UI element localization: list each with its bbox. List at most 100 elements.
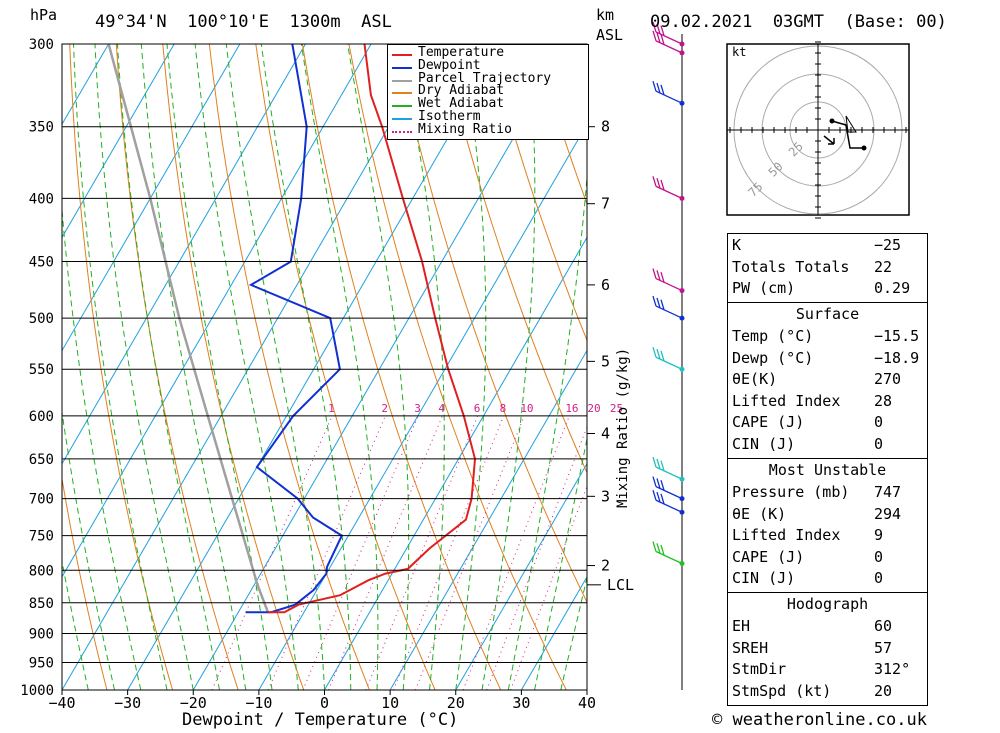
index-row: CAPE (J) 0 xyxy=(732,548,923,569)
wind-barb-flag xyxy=(660,350,665,362)
mixing-ratio-line xyxy=(510,485,587,690)
index-value: 294 xyxy=(874,504,902,523)
isotherm-line xyxy=(62,44,306,465)
index-value: 0 xyxy=(874,547,884,566)
index-label: K xyxy=(732,236,742,254)
height-tick-label: 4 xyxy=(601,425,610,443)
index-value: 0 xyxy=(874,413,884,432)
x-axis-label: Dewpoint / Temperature (°C) xyxy=(182,710,459,730)
wet-adiabat-line xyxy=(347,44,410,690)
dry-adiabat-line xyxy=(441,44,587,474)
height-tick-label: 2 xyxy=(601,557,610,575)
height-tick-label: 3 xyxy=(601,487,610,505)
hodograph-indices-panel: Hodograph EH 60 SREH 57 StmDir 312° StmSpd (kt)… xyxy=(727,592,928,706)
wet-adiabat-line xyxy=(166,44,273,690)
wind-barb-flag xyxy=(652,21,657,33)
wet-adiabat-line xyxy=(62,203,142,690)
isotherm-line xyxy=(258,123,587,690)
index-row: StmSpd (kt) 20 xyxy=(732,682,923,703)
index-value: 0 xyxy=(874,569,884,588)
wind-barb-flag xyxy=(660,299,665,310)
wind-barb-staff xyxy=(655,277,683,292)
wet-adiabat-line xyxy=(481,44,536,690)
parcel-trajectory-line xyxy=(107,44,270,613)
legend-swatch xyxy=(392,66,412,69)
wind-barb-staff xyxy=(655,466,683,480)
plot-frame xyxy=(61,43,588,691)
wind-barb-staff xyxy=(655,486,683,500)
wind-barb-flag xyxy=(660,34,665,45)
wind-barb xyxy=(652,347,685,372)
legend-swatch xyxy=(392,130,412,133)
isotherm-line xyxy=(62,44,372,578)
wind-barb xyxy=(652,295,685,321)
wind-barb-flag xyxy=(656,491,661,503)
hodograph-trace-end xyxy=(861,145,867,151)
wind-barb-flag xyxy=(660,493,665,505)
wind-barb xyxy=(652,541,685,567)
index-row: SREH 57 xyxy=(732,639,923,660)
panel-title: Most Unstable xyxy=(768,461,887,479)
isotherm-line xyxy=(324,236,587,690)
surface-panel: Surface Temp (°C) −15.5 Dewp (°C) −18.9 θE(K)… xyxy=(727,302,928,460)
index-row: StmDir 312° xyxy=(732,660,923,681)
panel-title: Hodograph xyxy=(786,595,869,613)
pressure-tick-label: 650 xyxy=(29,452,54,468)
mixing-ratio-label: 3 xyxy=(414,402,421,415)
index-row: θE(K) 270 xyxy=(732,370,923,391)
mixing-ratio-label: 16 xyxy=(565,402,578,415)
wind-barb xyxy=(652,476,685,502)
index-value: 22 xyxy=(874,257,893,276)
wind-barb-flag xyxy=(652,295,657,307)
index-row: CAPE (J) 0 xyxy=(732,413,923,434)
index-value: 747 xyxy=(874,483,902,501)
index-value: 312° xyxy=(874,660,911,679)
index-value: −25 xyxy=(874,236,902,254)
mixing-ratio-label: 1 xyxy=(328,402,335,415)
wind-barb-flag xyxy=(656,177,661,189)
wet-adiabat-line xyxy=(194,44,299,690)
most-unstable-panel: Most Unstable Pressure (mb) 747 θE (K) 294 Li… xyxy=(727,458,928,594)
wind-barb-flag xyxy=(652,347,657,358)
pressure-tick-label: 400 xyxy=(29,191,54,207)
wind-barb-flag xyxy=(660,179,665,191)
legend-label: Dewpoint xyxy=(418,57,481,73)
index-label: CIN (J) xyxy=(732,569,796,588)
legend-label: Parcel Trajectory xyxy=(418,70,552,86)
wind-barb-flag xyxy=(660,460,665,471)
x-tick-label: 0 xyxy=(320,694,329,712)
index-label: Dewp (°C) xyxy=(732,348,814,367)
index-row: PW (cm) 0.29 xyxy=(732,279,923,300)
wind-barb-staff xyxy=(655,40,683,54)
legend-label: Isotherm xyxy=(418,109,481,124)
index-value: 20 xyxy=(874,681,893,700)
mixing-ratio-label: 10 xyxy=(520,402,533,415)
km-label: km xyxy=(596,6,615,24)
index-label: CAPE (J) xyxy=(732,547,805,566)
wind-barb-staff xyxy=(655,31,683,45)
index-row: Temp (°C) −15.5 xyxy=(732,327,923,348)
isotherm-line xyxy=(62,44,175,239)
index-label: CIN (J) xyxy=(732,435,796,453)
isotherm-line xyxy=(62,44,241,352)
wind-barb-flag xyxy=(656,543,661,554)
height-tick-label: 7 xyxy=(601,195,610,213)
hodograph-trace xyxy=(831,120,864,149)
index-row: K −25 xyxy=(732,236,923,257)
x-tick-label: 40 xyxy=(578,694,596,712)
index-label: Lifted Index xyxy=(732,391,841,410)
mixing-ratio-line xyxy=(393,415,505,690)
lcl-label: LCL xyxy=(607,576,634,594)
pressure-tick-label: 500 xyxy=(29,311,54,327)
copyright-text: © weatheronline.co.uk xyxy=(712,710,927,730)
dewpoint-line xyxy=(245,44,344,614)
wind-barb xyxy=(652,490,685,515)
index-row: Totals Totals 22 xyxy=(732,258,923,279)
index-value: 9 xyxy=(874,526,884,545)
dry-adiabat-line xyxy=(69,44,174,690)
indices-top-panel: K −25 Totals Totals 22 PW (cm) 0.29 xyxy=(727,233,928,304)
isotherm-line xyxy=(389,349,587,690)
mixing-ratio-label: 25 xyxy=(610,402,623,415)
mixing-ratio-label: 4 xyxy=(438,402,445,415)
